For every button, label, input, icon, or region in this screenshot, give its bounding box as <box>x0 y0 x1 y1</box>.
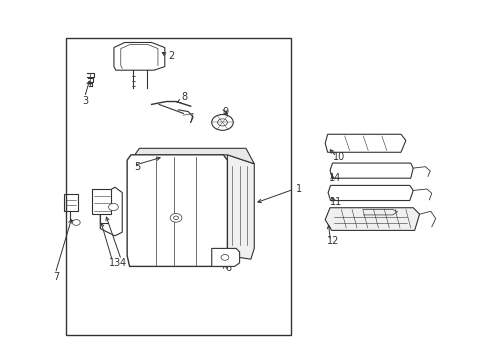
Polygon shape <box>227 155 254 259</box>
Polygon shape <box>325 134 405 152</box>
Text: 12: 12 <box>326 236 338 246</box>
Polygon shape <box>127 155 227 266</box>
Polygon shape <box>327 185 412 201</box>
Bar <box>66 38 290 335</box>
Circle shape <box>108 203 118 211</box>
Text: 13: 13 <box>108 258 121 268</box>
Circle shape <box>211 114 233 130</box>
Circle shape <box>217 119 227 126</box>
Text: 4: 4 <box>120 258 126 268</box>
Text: 6: 6 <box>224 263 231 273</box>
Text: 3: 3 <box>82 96 88 106</box>
Text: 8: 8 <box>181 92 187 102</box>
Text: 9: 9 <box>222 107 228 117</box>
Polygon shape <box>92 189 111 214</box>
Text: 11: 11 <box>329 197 342 207</box>
Polygon shape <box>329 163 412 178</box>
Text: 2: 2 <box>168 51 175 61</box>
Circle shape <box>221 255 228 260</box>
Text: 1: 1 <box>295 184 302 194</box>
Text: 7: 7 <box>53 272 59 282</box>
Polygon shape <box>114 42 164 70</box>
Circle shape <box>170 213 182 222</box>
Text: 10: 10 <box>332 152 344 162</box>
Polygon shape <box>131 148 254 164</box>
Polygon shape <box>63 194 78 211</box>
Polygon shape <box>211 248 239 266</box>
Circle shape <box>173 216 178 220</box>
Polygon shape <box>100 187 122 236</box>
Text: 5: 5 <box>134 162 141 172</box>
Circle shape <box>72 220 80 225</box>
Text: 14: 14 <box>328 173 340 183</box>
Polygon shape <box>325 208 419 230</box>
